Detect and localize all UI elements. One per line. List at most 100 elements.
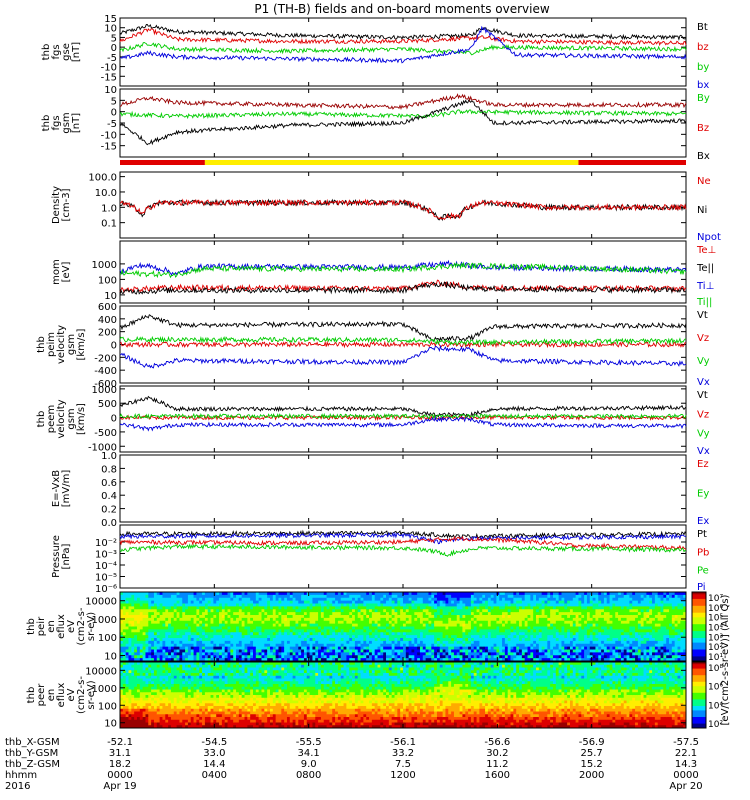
colorbar-tick: 10⁷ [708, 594, 723, 604]
y-tick-label: 1.0 [101, 451, 117, 462]
ephem-value: 14.3 [675, 759, 697, 770]
legend-pt: Pt [697, 529, 707, 540]
series-vx [119, 415, 687, 432]
legend-pi: Pi [697, 582, 706, 593]
series-vz [119, 340, 687, 349]
series-bz [119, 93, 687, 111]
panel-peim: 600 400 200 0-200 -400 -600 thb peim velocity gsm… [36, 302, 710, 390]
y-axis-label: sr-eV) [86, 680, 97, 709]
ephem-label: thb_X-GSM [5, 737, 60, 748]
y-tick-label: 100 [98, 701, 117, 712]
y-tick-label: 10000 [85, 597, 117, 608]
colorbar-tick: 10⁶ [708, 604, 723, 614]
legend-vz: Vz [697, 409, 709, 420]
y-axis-label: eflux [56, 614, 67, 639]
y-tick-label: 400 [98, 315, 117, 326]
series-te [119, 279, 687, 294]
series-group-fgs_gsm [119, 93, 687, 146]
legend-bz: Bz [697, 123, 709, 134]
series-group-pressure [119, 529, 687, 557]
y-axis-label: en [46, 620, 57, 633]
y-axis-label: fgs [51, 44, 62, 59]
y-axis-label: [nPa] [61, 543, 72, 569]
y-axis-label: gsm [61, 112, 72, 133]
legend-te: Te|| [696, 263, 714, 274]
y-tick-label: -500 [94, 428, 117, 439]
legend-ne: Ne [697, 176, 711, 187]
series-group-temp [119, 259, 687, 295]
legend-vx: Vx [697, 446, 710, 457]
ephem-label: 2016 [5, 781, 30, 792]
y-tick-label: 0 [111, 341, 117, 352]
y-axis-label: peim [46, 332, 57, 357]
ephem-value: -56.9 [579, 737, 605, 748]
panel-density: 100.0 10.0 1.0 0.1 Density [cm-3] Ne Ni Npot [51, 171, 721, 243]
y-tick-label: 0 [111, 43, 117, 54]
y-tick-label: -10 [101, 63, 117, 74]
series-pt [119, 529, 687, 539]
mode-bar [120, 160, 686, 165]
y-tick-label: 5 [111, 33, 117, 44]
y-tick-label: 10000 [85, 666, 117, 677]
series-bx [119, 25, 687, 64]
series-pi [119, 531, 687, 545]
series-vy [119, 412, 687, 420]
y-tick-label: 500 [98, 399, 117, 410]
y-axis-label: velocity [56, 325, 67, 364]
y-axis-label: (cm2-s- [76, 607, 87, 645]
colorbar-peer: 10⁸ 10⁶ 10⁴ 10² [691, 661, 723, 730]
series-group-density [119, 198, 687, 222]
ephem-value: Apr 20 [669, 781, 702, 792]
series-group-peim [119, 314, 687, 369]
y-axis-label: [nT] [71, 113, 82, 133]
y-axis-label: gsm [66, 408, 77, 429]
series-bz [119, 28, 687, 47]
y-axis-label: fgs [51, 115, 62, 130]
ephem-value: 30.2 [486, 748, 508, 759]
series-by [119, 109, 687, 120]
y-axis-label: thb [26, 687, 37, 704]
y-tick-label: 10 [104, 24, 117, 35]
y-tick-label: -5 [107, 53, 117, 64]
ephem-value: 1600 [485, 770, 510, 781]
colorbar-label: [eV/(cm2-s-sr-eV)] (All Qs) [720, 594, 731, 725]
heatmap-peir [120, 592, 687, 662]
legend-vx: Vx [697, 377, 710, 388]
y-tick-label: -400 [94, 366, 117, 377]
y-tick-label: 10 [104, 291, 117, 302]
series-group-peem [119, 395, 687, 432]
y-axis-label: gse [61, 43, 72, 61]
series-ti [120, 261, 687, 279]
y-tick-label: 10 [104, 652, 117, 663]
legend-vt: Vt [697, 390, 708, 401]
y-axis-label: thb [26, 618, 37, 635]
ephem-value: 22.1 [675, 748, 697, 759]
legend-by: by [697, 62, 709, 73]
ephem-value: 2000 [579, 770, 604, 781]
ephem-value: 33.0 [203, 748, 225, 759]
y-tick-label: -600 [94, 379, 117, 390]
legend-te: Te⊥ [696, 245, 716, 256]
y-axis-label: eV [66, 620, 77, 633]
colorbar-tick: 10⁸ [708, 664, 723, 674]
y-tick-label: 200 [98, 328, 117, 339]
y-axis-label: [eV] [61, 262, 72, 283]
colorbar-tick: 10² [708, 643, 723, 653]
y-tick-label: 0.4 [101, 491, 117, 502]
legend-bz: bz [697, 42, 709, 53]
mode-segment [578, 160, 686, 165]
colorbar-tick: 10⁶ [708, 683, 723, 693]
y-tick-label: 1000 [92, 684, 117, 695]
y-tick-label: 10.0 [95, 188, 117, 199]
y-axis-label: mom [51, 259, 62, 285]
y-tick-label: 0.2 [101, 505, 117, 516]
mode-segment [120, 160, 205, 165]
y-axis-label: E=-VxB [51, 470, 62, 507]
y-tick-label: 0 [111, 414, 117, 425]
ephem-value: 25.7 [581, 748, 603, 759]
